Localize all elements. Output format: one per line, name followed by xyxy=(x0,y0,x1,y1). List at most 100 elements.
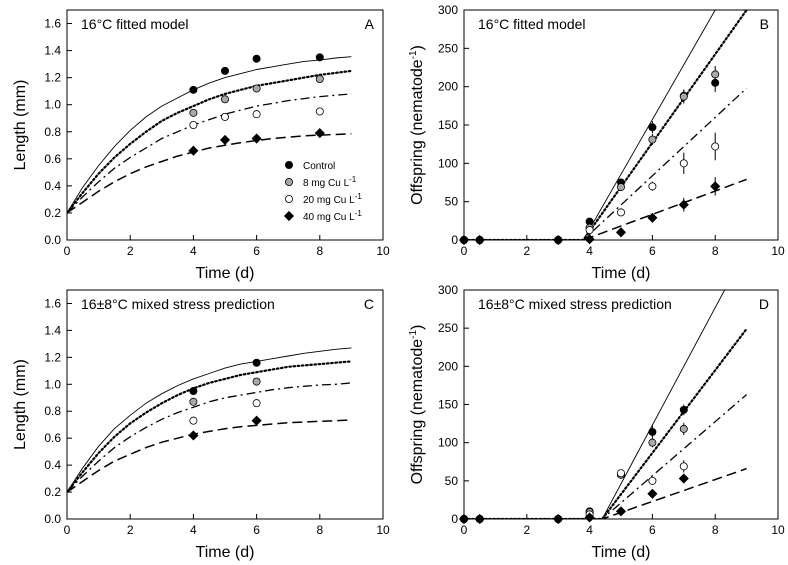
y-tick-label: 1.4 xyxy=(44,44,61,58)
y-axis-title: Length (mm) xyxy=(12,359,29,450)
model-curve-control xyxy=(464,10,716,240)
data-point-control xyxy=(189,85,198,94)
data-point-control xyxy=(679,405,688,414)
data-point-cu40 xyxy=(188,430,199,441)
model-curve-cu8 xyxy=(67,69,353,214)
x-tick-label: 8 xyxy=(316,244,323,258)
y-tick-label: 1.2 xyxy=(44,350,61,364)
legend-label-cu40: 40 mg Cu L-1 xyxy=(303,209,362,223)
model-curves xyxy=(464,290,748,519)
x-tick-label: 2 xyxy=(127,244,134,258)
x-tick-label: 0 xyxy=(461,523,468,537)
data-point-control xyxy=(315,53,324,62)
panel-title: 16±8°C mixed stress prediction xyxy=(81,296,275,312)
data-point-cu20 xyxy=(648,182,657,191)
x-tick-label: 0 xyxy=(64,523,71,537)
model-curve-cu8 xyxy=(464,10,748,240)
y-tick-label: 1.0 xyxy=(44,98,61,112)
model-curve-cu20 xyxy=(464,87,748,240)
x-axis-title: Time (d) xyxy=(592,544,651,561)
x-axis-title: Time (d) xyxy=(592,265,651,282)
data-point-control xyxy=(220,66,229,75)
data-point-cu20 xyxy=(617,469,626,478)
legend-marker-cu20 xyxy=(284,194,293,203)
x-tick-label: 2 xyxy=(523,523,530,537)
observations xyxy=(188,358,262,441)
data-point-cu40 xyxy=(647,212,658,223)
model-curve-cu20 xyxy=(67,382,352,493)
model-curve-control xyxy=(464,290,725,519)
data-point-cu8 xyxy=(189,397,198,406)
y-tick-label: 0.0 xyxy=(44,512,61,526)
data-point-cu8 xyxy=(252,84,261,93)
data-point-cu8 xyxy=(252,377,261,386)
y-tick-label: 0.4 xyxy=(44,458,61,472)
data-point-cu40 xyxy=(251,415,262,426)
data-point-cu8 xyxy=(648,438,657,447)
panel-letter: D xyxy=(759,296,769,312)
data-point-cu40 xyxy=(219,134,231,145)
panel-c: 0 2 4 6 8 10 0.0 0.2 0.4 0.6 0.8 1.0 1.2 1.4 1.6 Time (… xyxy=(12,289,390,561)
data-point-control xyxy=(648,427,657,436)
y-tick-label: 50 xyxy=(445,195,459,209)
y-tick-label: 300 xyxy=(438,3,458,17)
observations xyxy=(458,404,689,525)
data-point-cu40 xyxy=(678,473,689,484)
data-point-cu8 xyxy=(315,75,324,84)
model-curve-cu40 xyxy=(464,467,747,519)
data-point-cu40 xyxy=(251,133,262,144)
data-point-control xyxy=(189,387,198,396)
legend: Control 8 mg Cu L-1 20 mg Cu L-1 40 mg Cu L… xyxy=(283,160,362,223)
observations xyxy=(458,65,721,246)
x-tick-label: 6 xyxy=(649,244,656,258)
data-point-cu20 xyxy=(189,416,198,425)
x-tick-label: 0 xyxy=(461,244,468,258)
data-point-cu40 xyxy=(314,128,325,139)
panel-a: 0 2 4 6 8 10 0.0 0.2 0.4 0.6 0.8 1.0 1.2 1.4 1.6 Time (… xyxy=(12,9,390,282)
data-point-cu20 xyxy=(220,112,229,121)
y-tick-label: 1.0 xyxy=(44,377,61,391)
y-axis-title: Offspring (nematode-1) xyxy=(408,325,426,485)
data-point-cu40 xyxy=(553,513,564,525)
y-tick-label: 300 xyxy=(438,283,458,297)
data-point-cu8 xyxy=(679,92,688,101)
x-tick-label: 10 xyxy=(771,523,785,537)
data-point-cu40 xyxy=(458,513,470,525)
y-axis-title: Offspring (nematode-1) xyxy=(408,45,426,205)
data-point-cu40 xyxy=(474,234,485,246)
y-tick-label: 0.0 xyxy=(44,233,61,247)
y-tick-label: 0.2 xyxy=(44,485,61,499)
model-curve-control xyxy=(67,56,352,214)
plot-frame xyxy=(66,289,384,520)
y-tick-label: 0 xyxy=(451,512,458,526)
y-tick-label: 0.6 xyxy=(44,152,61,166)
data-point-cu8 xyxy=(648,135,657,144)
model-curves xyxy=(464,10,748,240)
y-tick-label: 0 xyxy=(451,233,458,247)
observations xyxy=(188,53,325,156)
x-tick-label: 6 xyxy=(649,523,656,537)
data-point-control xyxy=(648,123,657,132)
y-tick-label: 150 xyxy=(438,398,458,412)
model-curves xyxy=(67,347,353,494)
legend-label-cu8: 8 mg Cu L-1 xyxy=(303,175,357,189)
legend-marker-control xyxy=(284,160,293,169)
data-point-cu40 xyxy=(188,145,199,156)
y-tick-label: 1.4 xyxy=(44,323,61,337)
model-curve-cu20 xyxy=(464,394,748,519)
model-curves xyxy=(67,56,353,214)
x-tick-label: 2 xyxy=(127,523,134,537)
y-tick-label: 0.6 xyxy=(44,431,61,445)
data-point-cu40 xyxy=(474,513,485,525)
x-tick-label: 2 xyxy=(523,244,530,258)
x-tick-label: 4 xyxy=(190,244,197,258)
x-tick-label: 6 xyxy=(253,523,260,537)
y-tick-label: 0.2 xyxy=(44,206,61,220)
data-point-cu40 xyxy=(584,512,595,523)
plot-frame xyxy=(463,9,779,241)
x-axis-title: Time (d) xyxy=(196,544,255,561)
model-curve-cu8 xyxy=(67,360,353,494)
legend-marker-cu40 xyxy=(283,210,295,222)
